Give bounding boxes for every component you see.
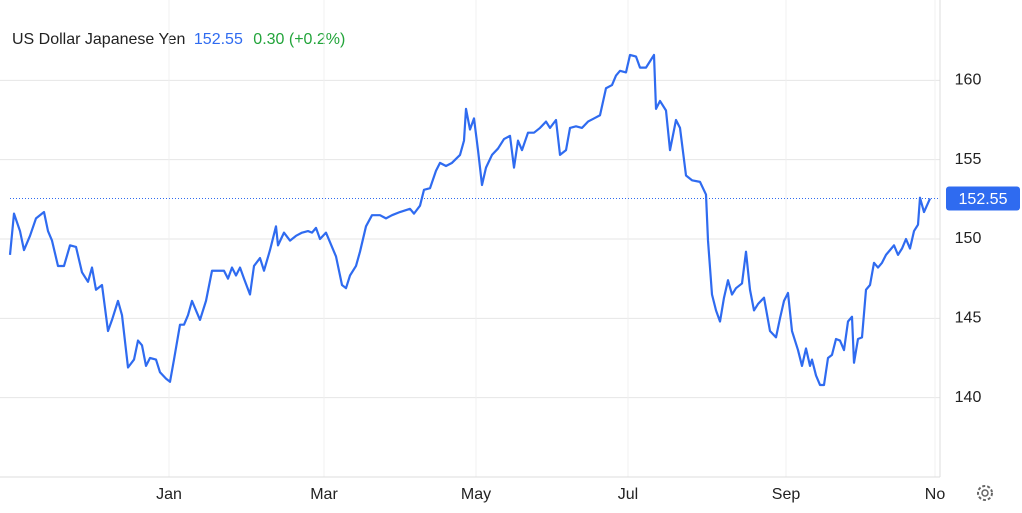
settings-button[interactable]: [977, 485, 993, 501]
x-tick-label: No: [925, 486, 946, 503]
price-change: 0.30 (+0.2%): [253, 31, 345, 48]
chart-header: US Dollar Japanese Yen 152.55 0.30 (+0.2…: [12, 31, 345, 48]
x-tick-label: Mar: [310, 486, 338, 503]
gear-outer: [977, 485, 993, 501]
x-tick-label: Jan: [156, 486, 182, 503]
y-tick-label: 145: [955, 310, 982, 327]
last-price: 152.55: [194, 31, 243, 48]
x-tick-label: Jul: [618, 486, 638, 503]
last-price-label: 152.55: [959, 191, 1008, 208]
y-tick-label: 140: [955, 389, 982, 406]
y-tick-label: 155: [955, 151, 982, 168]
y-tick-label: 160: [955, 72, 982, 89]
x-tick-label: May: [461, 486, 491, 503]
gear-inner: [981, 489, 989, 497]
price-line: [8, 53, 932, 387]
x-tick-label: Sep: [772, 486, 801, 503]
y-tick-label: 150: [955, 230, 982, 247]
last-price-box: [946, 186, 1020, 211]
instrument-name: US Dollar Japanese Yen: [12, 31, 185, 48]
